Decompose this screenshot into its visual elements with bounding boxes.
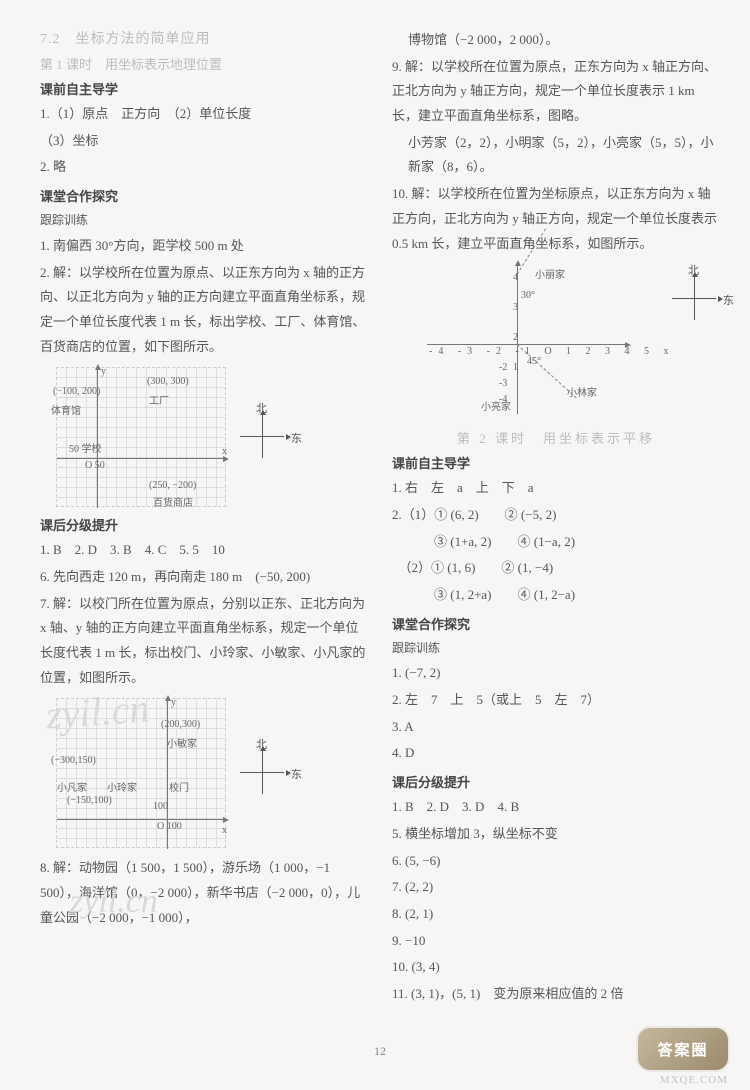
- section-heading: 课堂合作探究: [40, 186, 368, 205]
- lesson-subtitle: 第 2 课时 用坐标表示平移: [392, 428, 720, 447]
- text: 8. 解：动物园（1 500，1 500），游乐场（1 000，−1 500），…: [40, 860, 360, 924]
- text-line: 2. 左 7 上 5（或上 5 左 7）: [392, 688, 720, 713]
- text-line: 2. 略: [40, 155, 368, 180]
- sub-heading: 跟踪训练: [392, 637, 720, 660]
- point-label: 小敏家: [167, 735, 197, 750]
- point-label: 小玲家: [107, 779, 137, 794]
- point-label: (−100, 200): [53, 386, 100, 397]
- y-ticks-up: 4 3 2 1: [507, 272, 524, 377]
- x-axis: [57, 819, 227, 820]
- answer-line: 8. (2, 1): [392, 902, 720, 927]
- text-line: （3）坐标: [40, 129, 368, 154]
- point-label: (−300,150): [51, 755, 96, 766]
- point-label: 小林家: [567, 384, 597, 399]
- text-line: 博物馆（−2 000，2 000）。: [392, 28, 720, 53]
- right-column: 博物馆（−2 000，2 000）。 9. 解：以学校所在位置为原点，正东方向为…: [392, 28, 720, 1038]
- answer-line: 6. (5, −6): [392, 849, 720, 874]
- point-label: O 100: [157, 821, 182, 832]
- section-heading: 课堂合作探究: [392, 614, 720, 633]
- x-axis: [57, 458, 227, 459]
- left-column: 7.2 坐标方法的简单应用 第 1 课时 用坐标表示地理位置 课前自主导学 1.…: [40, 28, 368, 1038]
- angle-label: 45°: [527, 356, 541, 367]
- compass-east: 东: [723, 292, 734, 308]
- text-line: 2.（1）① (6, 2) ② (−5, 2): [392, 503, 720, 528]
- compass-north: 北: [256, 400, 267, 416]
- point-label: (200,300): [161, 719, 200, 730]
- text-line: ③ (1, 2+a) ④ (1, 2−a): [392, 583, 720, 608]
- text-line: （2）① (1, 6) ② (1, −4): [392, 556, 720, 581]
- compass-icon: 北 东: [238, 748, 288, 798]
- point-label: 体育馆: [51, 402, 81, 417]
- point-label: 100: [153, 801, 168, 812]
- section-heading: 课前自主导学: [392, 453, 720, 472]
- answer-line: 11. (3, 1)，(5, 1) 变为原来相应值的 2 倍: [392, 982, 720, 1007]
- answer-line: zyil.cn 8. 解：动物园（1 500，1 500），游乐场（1 000，…: [40, 856, 368, 930]
- answer-line: 1. B 2. D 3. D 4. B: [392, 795, 720, 820]
- answer-line: 1. B 2. D 3. B 4. C 5. 5 10: [40, 538, 368, 563]
- point-label: 50 学校: [69, 440, 102, 455]
- arrow-right-icon: [223, 817, 229, 823]
- point-label: (250, −200): [149, 480, 196, 491]
- section-heading: 课后分级提升: [40, 515, 368, 534]
- answer-line: 9. −10: [392, 929, 720, 954]
- figure-3: 小丽家 30° 45° 小亮家 小林家 -4 -3 -2 -1 O 1 2 3 …: [392, 258, 720, 420]
- answer-line: 7. 解：以校门所在位置为原点，分别以正东、正北方向为 x 轴、y 轴的正方向建…: [40, 592, 368, 691]
- axis-label: y: [171, 697, 176, 708]
- text-line: 10. 解：以学校所在位置为坐标原点，以正东方向为 x 轴正方向，正北方向为 y…: [392, 182, 720, 256]
- point-label: 小凡家: [57, 779, 87, 794]
- arrow-up-icon: [515, 260, 521, 266]
- axis-label: x: [222, 446, 227, 457]
- answer-line: 6. 先向西走 120 m，再向南走 180 m (−50, 200): [40, 565, 368, 590]
- text-line: 4. D: [392, 741, 720, 766]
- grid-chart: y x (200,300) 小敏家 (−300,150) 小凡家 小玲家 校门 …: [56, 698, 226, 848]
- compass-icon: 北 东: [670, 274, 720, 324]
- y-ticks-down: -2-3-4: [499, 360, 507, 408]
- axis-label: x: [222, 825, 227, 836]
- section-title: 7.2 坐标方法的简单应用: [40, 28, 368, 48]
- compass-icon: 北 东: [238, 412, 288, 462]
- x-axis: [427, 344, 627, 345]
- compass-north: 北: [688, 262, 699, 278]
- point-label: 工厂: [149, 392, 169, 407]
- page-number: 12: [40, 1044, 720, 1059]
- arrow-up-icon: [95, 364, 101, 370]
- section-heading: 课前自主导学: [40, 79, 368, 98]
- point-label: (300, 300): [147, 376, 189, 387]
- coordinate-axes: 小丽家 30° 45° 小亮家 小林家 -4 -3 -2 -1 O 1 2 3 …: [427, 264, 627, 414]
- point-label: (−150,100): [67, 795, 112, 806]
- lesson-subtitle: 第 1 课时 用坐标表示地理位置: [40, 54, 368, 73]
- x-ticks: -4 -3 -2 -1 O 1 2 3 4 5 x: [429, 346, 675, 357]
- text-line: 2. 解：以学校所在位置为原点、以正东方向为 x 轴的正方向、以正北方向为 y …: [40, 261, 368, 360]
- compass-east: 东: [291, 430, 302, 446]
- answer-line: 5. 横坐标增加 3，纵坐标不变: [392, 822, 720, 847]
- figure-1: y x (−100, 200) (300, 300) 体育馆 工厂 50 学校 …: [56, 367, 362, 507]
- compass-east: 东: [291, 766, 302, 782]
- arrow-up-icon: [165, 695, 171, 701]
- text-line: 小芳家（2，2），小明家（5，2），小亮家（5，5），小新家（8，6）。: [392, 131, 720, 180]
- point-label: O 50: [85, 460, 105, 471]
- text-line: 1. 右 左 a 上 下 a: [392, 476, 720, 501]
- point-label: 小丽家: [535, 266, 565, 281]
- text-line: 1.（1）原点 正方向 （2）单位长度: [40, 102, 368, 127]
- text-line: ③ (1+a, 2) ④ (1−a, 2): [392, 530, 720, 555]
- text-line: 1. (−7, 2): [392, 661, 720, 686]
- compass-north: 北: [256, 736, 267, 752]
- point-label: 校门: [169, 779, 189, 794]
- watermark: zyil.cn: [70, 870, 158, 935]
- sub-heading: 跟踪训练: [40, 209, 368, 232]
- brand-badge: 答案圈: [638, 1028, 728, 1070]
- axis-label: y: [101, 366, 106, 377]
- text-line: 9. 解：以学校所在位置为原点，正东方向为 x 轴正方向、正北方向为 y 轴正方…: [392, 55, 720, 129]
- text-line: 3. A: [392, 715, 720, 740]
- two-column-layout: 7.2 坐标方法的简单应用 第 1 课时 用坐标表示地理位置 课前自主导学 1.…: [40, 28, 720, 1038]
- figure-2: zyil.cn y x (200,300) 小敏家 (−300,150) 小凡家…: [56, 698, 362, 848]
- text-line: 1. 南偏西 30°方向，距学校 500 m 处: [40, 234, 368, 259]
- grid-chart: y x (−100, 200) (300, 300) 体育馆 工厂 50 学校 …: [56, 367, 226, 507]
- section-heading: 课后分级提升: [392, 772, 720, 791]
- answer-line: 10. (3, 4): [392, 955, 720, 980]
- answer-line: 7. (2, 2): [392, 875, 720, 900]
- point-label: 百货商店: [153, 494, 193, 509]
- brand-url: MXQE.COM: [660, 1074, 728, 1086]
